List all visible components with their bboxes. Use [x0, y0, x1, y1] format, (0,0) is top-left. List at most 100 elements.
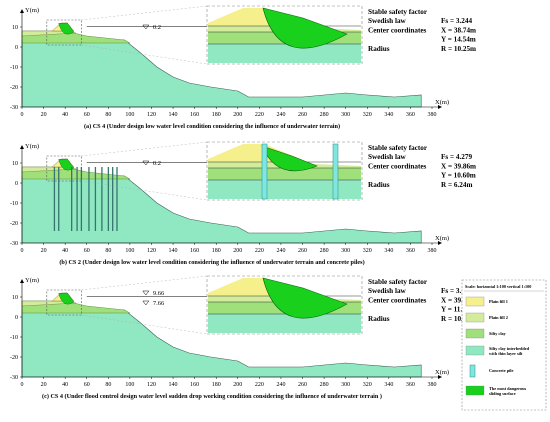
x-tick-label: 100 [125, 112, 134, 118]
zoom-link [81, 141, 208, 157]
radius-value: R = 10.25m [441, 45, 476, 53]
y-axis-arrow [20, 145, 24, 149]
sliding-surface-small [58, 292, 75, 305]
concrete-pile [58, 167, 60, 231]
x-tick-label: 180 [212, 248, 221, 254]
y-tick-label: 10 [12, 161, 18, 167]
x-axis-label: X(m) [435, 99, 449, 106]
y-tick-label: 0 [15, 315, 18, 321]
panel-caption: (b) CS 2 (Under design low water level c… [59, 259, 364, 266]
x-tick-label: 20 [41, 382, 47, 388]
radius-label: Radius [368, 181, 390, 189]
radius-value: R = 6.24m [441, 181, 472, 189]
panel-caption: (c) CS 4 (Under flood control design wat… [42, 393, 382, 400]
legend-swatch [465, 385, 485, 396]
x-axis-label: X(m) [435, 235, 449, 242]
crest-box [46, 289, 82, 316]
info-heading: Stable safety factor [368, 8, 428, 16]
x-tick-label: 200 [233, 248, 242, 254]
y-tick-label: -30 [10, 105, 18, 111]
x-tick-label: 340 [384, 382, 393, 388]
x-tick-label: 280 [320, 248, 329, 254]
x-tick-label: 120 [147, 248, 156, 254]
x-tick-label: 100 [125, 382, 134, 388]
sliding-surface-small [58, 158, 75, 171]
y-tick-label: 10 [12, 25, 18, 31]
center-x-value: X = 39.55m [441, 296, 476, 304]
water-mark-icon [142, 300, 150, 306]
center-x-value: X = 39.86m [441, 162, 476, 170]
safety-factor-value: Fs = 4.279 [441, 153, 472, 161]
x-tick-label: 260 [298, 112, 307, 118]
legend-swatch [465, 328, 485, 339]
radius-value: R = 10.33m [441, 315, 476, 323]
y-axis-label: Y(m) [25, 277, 39, 284]
concrete-pile [107, 167, 110, 231]
water-mark-label: 0.2 [153, 160, 161, 167]
info-heading: Stable safety factor [368, 278, 428, 286]
x-tick-label: 240 [276, 112, 285, 118]
inset-silt-layer [208, 44, 361, 63]
x-tick-label: 160 [190, 382, 199, 388]
x-tick-label: 220 [255, 248, 264, 254]
x-tick-label: 280 [320, 382, 329, 388]
center-coordinates-label: Center coordinates [368, 162, 427, 170]
x-tick-label: 220 [255, 112, 264, 118]
legend-swatch-pile [469, 364, 476, 378]
sliding-surface-small [58, 22, 75, 35]
x-tick-label: 40 [62, 382, 68, 388]
x-tick-label: 320 [363, 248, 372, 254]
x-tick-label: 260 [298, 382, 307, 388]
legend-swatch [465, 296, 485, 307]
concrete-pile [71, 167, 73, 231]
y-tick-label: 0 [15, 45, 18, 51]
water-mark-label: 0.2 [153, 24, 161, 31]
x-tick-label: 360 [406, 112, 415, 118]
info-heading: Stable safety factor [368, 144, 428, 152]
method-label: Swedish law [368, 17, 407, 25]
legend-label: Concrete pile [489, 368, 513, 373]
y-tick-label: -10 [10, 201, 18, 207]
y-tick-label: -30 [10, 241, 18, 247]
concrete-pile [116, 167, 118, 231]
x-tick-label: 160 [190, 112, 199, 118]
zoom-link [81, 44, 208, 65]
x-axis-label: X(m) [435, 369, 449, 376]
x-tick-label: 200 [233, 112, 242, 118]
zoom-link [81, 314, 208, 335]
y-tick-label: 10 [12, 295, 18, 301]
x-tick-label: 60 [84, 248, 90, 254]
x-tick-label: 80 [105, 112, 111, 118]
x-tick-label: 280 [320, 112, 329, 118]
concrete-pile [94, 167, 97, 231]
x-tick-label: 40 [62, 112, 68, 118]
panel-caption: (a) CS 4 (Under design low water level c… [84, 123, 340, 130]
center-coordinates-label: Center coordinates [368, 296, 427, 304]
method-label: Swedish law [368, 153, 407, 161]
inset-silt-layer [208, 180, 361, 199]
crest-box [46, 19, 82, 46]
y-tick-label: -10 [10, 65, 18, 71]
x-tick-label: 120 [147, 112, 156, 118]
legend-swatch [465, 312, 485, 323]
water-mark-label: 9.66 [153, 290, 165, 297]
legend-label: sliding surface [489, 391, 516, 396]
legend-label: Plain fill 2 [489, 315, 508, 320]
panel-c: 9.667.66Y(m)100-10-20-30X(m)0 20 40 60 80 100… [10, 275, 476, 400]
x-tick-label: 0 [21, 382, 24, 388]
center-y-value: Y = 14.54m [441, 36, 476, 44]
legend-label: Silty clay [489, 331, 507, 336]
x-tick-label: 320 [363, 112, 372, 118]
legend-label: The most dangerous [489, 386, 526, 391]
center-coordinates-label: Center coordinates [368, 26, 427, 34]
x-tick-label: 120 [147, 382, 156, 388]
x-tick-label: 220 [255, 382, 264, 388]
x-tick-label: 20 [41, 248, 47, 254]
inset-silt-layer [208, 314, 361, 333]
x-tick-label: 380 [428, 248, 437, 254]
center-x-value: X = 38.74m [441, 26, 476, 34]
inset-pile [332, 143, 339, 200]
x-tick-label: 300 [341, 248, 350, 254]
x-tick-label: 60 [84, 112, 90, 118]
